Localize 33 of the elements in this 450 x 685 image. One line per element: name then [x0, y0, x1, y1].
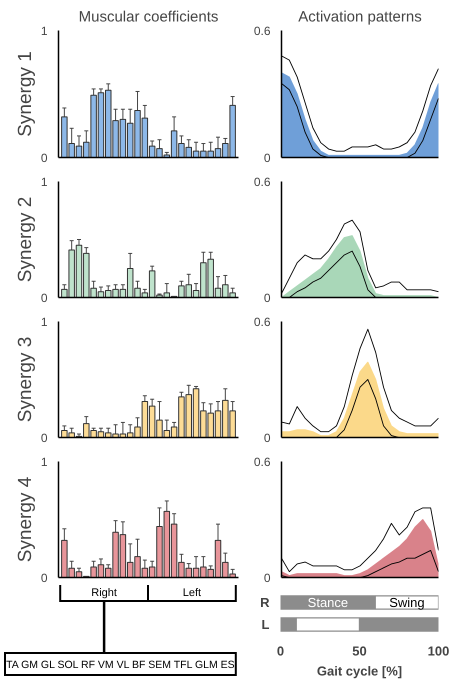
data-label: Stance — [308, 595, 348, 610]
y-axis-title: Synergy 3 — [14, 336, 36, 422]
y-tick-label: L — [262, 617, 270, 632]
y-tick-label: 0 — [264, 431, 271, 445]
x-tick-label: 0 — [276, 644, 284, 658]
y-axis-title: Synergy 2 — [14, 196, 36, 282]
chart-title: Activation patterns — [298, 8, 422, 26]
y-tick-label: 1 — [40, 455, 48, 469]
y-tick-label: 1 — [40, 24, 48, 38]
y-tick-label: R — [260, 595, 270, 610]
text: Left — [182, 587, 202, 599]
y-tick-label: 1 — [40, 175, 48, 189]
y-tick-label: 0 — [264, 151, 271, 165]
y-tick-label: 0.6 — [254, 315, 271, 329]
y-tick-label: 0.6 — [254, 455, 271, 469]
y-tick-label: 0 — [264, 291, 271, 305]
y-tick-label: 0 — [264, 571, 271, 585]
y-tick-label: 0.6 — [254, 24, 271, 38]
text: TA GM GL SOL RF VM VL BF SEM TFL GLM ES — [6, 659, 235, 671]
y-tick-label: 0 — [40, 571, 48, 585]
x-tick-label: 100 — [428, 644, 450, 658]
y-axis-title: Synergy 4 — [14, 476, 36, 562]
y-tick-label: 0 — [40, 431, 48, 445]
y-tick-label: 0.6 — [254, 175, 271, 189]
y-tick-label: 1 — [40, 315, 48, 329]
y-axis-title: Synergy 1 — [14, 51, 36, 137]
y-tick-label: 0 — [40, 151, 48, 165]
chart-title: Muscular coefficients — [78, 8, 218, 26]
text: Right — [91, 587, 117, 599]
x-axis-title: Gait cycle [%] — [316, 664, 402, 678]
x-tick-label: 50 — [352, 644, 367, 658]
data-label: Swing — [389, 595, 425, 610]
y-tick-label: 0 — [40, 291, 48, 305]
